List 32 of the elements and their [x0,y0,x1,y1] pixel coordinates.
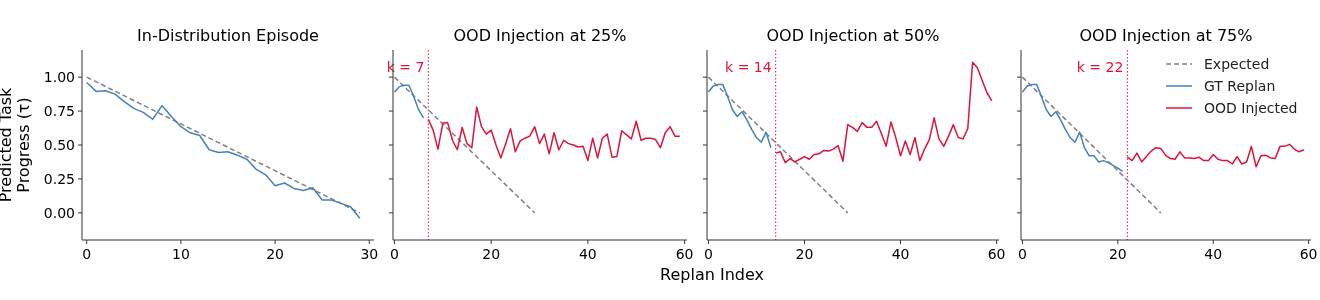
x-tick-label: 60 [987,246,1006,262]
ref-line-label: k = 22 [1076,59,1124,75]
x-tick-label: 60 [675,246,694,262]
chart-title: In-Distribution Episode [137,26,319,45]
legend-label: GT Replan [1204,78,1276,94]
x-tick-label: 40 [891,246,910,262]
chart-title: OOD Injection at 75% [1079,26,1253,45]
x-tick-label: 10 [171,246,190,262]
x-tick-label: 0 [1017,246,1027,262]
x-tick-label: 20 [482,246,501,262]
y-tick-label: 0.75 [43,103,75,120]
x-tick-label: 0 [389,246,399,262]
y-tick-label: 0.25 [43,170,75,187]
x-tick-label: 0 [703,246,713,262]
y-tick-label: 0.50 [43,137,75,153]
y-tick-label: 0.00 [43,204,75,221]
chart-title: OOD Injection at 25% [453,26,627,45]
x-tick-label: 60 [1299,246,1318,262]
x-tick-label: 0 [82,246,92,262]
legend-label: Expected [1204,56,1270,72]
x-tick-label: 40 [578,246,597,262]
x-tick-label: 40 [1204,246,1223,262]
x-tick-label: 20 [795,246,814,262]
x-axis-title: Replan Index [660,265,764,284]
chart-title: OOD Injection at 50% [766,26,940,45]
y-tick-label: 1.00 [43,69,75,86]
ref-line-label: k = 14 [725,59,772,75]
ref-line-label: k = 7 [386,59,425,75]
x-tick-label: 30 [360,246,379,262]
legend-label: OOD Injected [1204,100,1298,116]
x-tick-label: 20 [266,246,285,262]
x-tick-label: 20 [1108,246,1127,262]
